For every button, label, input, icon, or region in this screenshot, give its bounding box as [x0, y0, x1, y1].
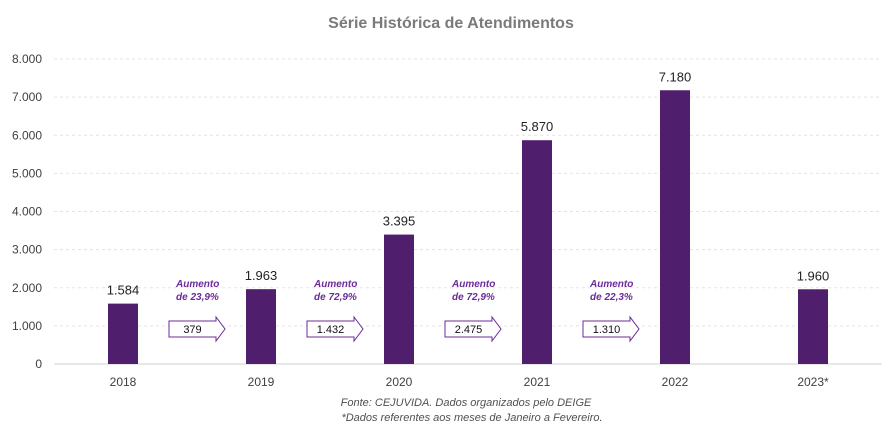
bars-layer [108, 90, 828, 364]
y-tick-label: 3.000 [12, 243, 42, 257]
increase-annotation-line2: de 72,9% [314, 292, 357, 303]
x-tick-label: 2019 [248, 375, 275, 389]
y-tick-label: 7.000 [12, 90, 42, 104]
increase-annotation-line2: de 22,3% [590, 292, 633, 303]
data-label: 1.963 [245, 268, 278, 283]
increase-annotation-line1: Aumento [451, 279, 495, 290]
increase-annotation-line1: Aumento [589, 279, 633, 290]
increase-arrow [168, 315, 226, 343]
increase-annotation-line1: Aumento [313, 279, 357, 290]
footnote: *Dados referentes aos meses de Janeiro a… [341, 412, 602, 424]
source-note: Fonte: CEJUVIDA. Dados organizados pelo … [341, 397, 592, 409]
bar [108, 303, 138, 364]
y-tick-label: 6.000 [12, 128, 42, 142]
increase-arrow-label: 2.475 [455, 324, 483, 336]
x-tick-label: 2021 [524, 375, 551, 389]
x-tick-label: 2023* [797, 375, 829, 389]
x-tick-label: 2018 [110, 375, 137, 389]
bar [522, 140, 552, 364]
data-label: 5.870 [521, 119, 554, 134]
increase-arrow [306, 315, 364, 343]
increase-arrow [444, 315, 502, 343]
increase-arrow [582, 315, 640, 343]
increase-annotation-line2: de 72,9% [452, 292, 495, 303]
chart-title: Série Histórica de Atendimentos [328, 15, 574, 32]
increase-arrow-label: 379 [183, 324, 201, 336]
increase-annotation-line1: Aumento [175, 279, 219, 290]
data-label: 3.395 [383, 214, 416, 229]
bar [246, 289, 276, 364]
increase-arrow-label: 1.310 [593, 324, 621, 336]
y-tick-label: 1.000 [12, 319, 42, 333]
x-tick-label: 2022 [662, 375, 689, 389]
y-tick-label: 5.000 [12, 166, 42, 180]
annotations-layer: 379 Aumento de 23,9% 1.432 Aumento de 72,9% 2.… [168, 279, 640, 343]
y-tick-label: 8.000 [12, 52, 42, 66]
y-tick-label: 2.000 [12, 281, 42, 295]
data-label: 1.960 [797, 268, 830, 283]
y-tick-label: 4.000 [12, 205, 42, 219]
labels-layer: 0 1.000 2.000 3.000 4.000 5.000 6.000 7.000 8.00… [12, 52, 829, 389]
bar [384, 234, 414, 364]
x-tick-label: 2020 [386, 375, 413, 389]
data-label: 7.180 [659, 69, 692, 84]
data-label: 1.584 [107, 283, 140, 298]
bar [798, 289, 828, 364]
increase-arrow-label: 1.432 [317, 324, 345, 336]
grid-layer [54, 58, 882, 365]
increase-annotation-line2: de 23,9% [176, 292, 219, 303]
y-tick-label: 0 [35, 357, 42, 371]
bar [660, 90, 690, 364]
